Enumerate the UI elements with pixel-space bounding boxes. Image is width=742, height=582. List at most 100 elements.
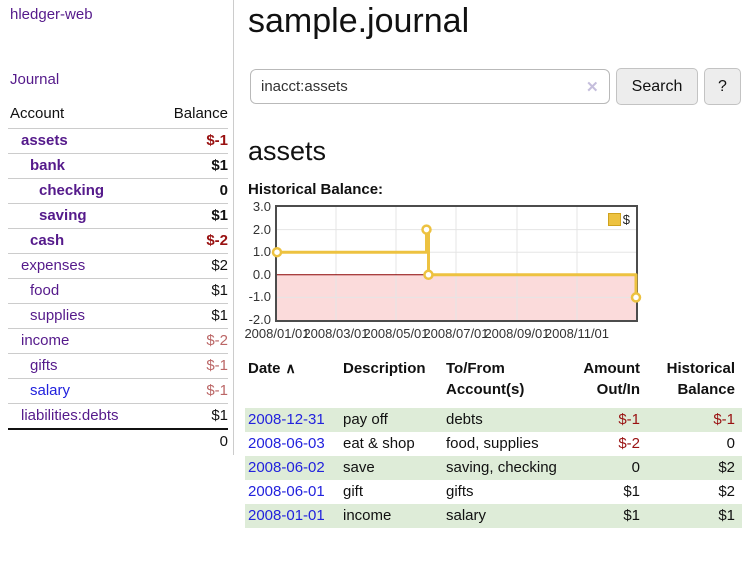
account-link[interactable]: checking xyxy=(39,182,105,199)
search-button[interactable]: Search xyxy=(616,68,698,105)
register-header-accounts: To/From Account(s) xyxy=(446,360,525,398)
x-axis-tick: 2008/05/01 xyxy=(363,326,429,341)
account-link[interactable]: bank xyxy=(30,157,66,174)
account-balance: $1 xyxy=(153,203,228,229)
account-balance: $1 xyxy=(153,153,228,179)
account-balance: $1 xyxy=(153,303,228,329)
register-description: save xyxy=(343,459,375,476)
register-header-date[interactable]: Date ∧ xyxy=(248,360,296,377)
account-row: cash $-2 xyxy=(8,228,228,254)
register-row[interactable]: 2008-01-01 income salary $1 $1 xyxy=(245,504,742,528)
account-link[interactable]: saving xyxy=(39,207,87,224)
register-accounts: gifts xyxy=(446,483,474,500)
register-date-link[interactable]: 2008-06-03 xyxy=(248,435,325,452)
x-axis-tick: 2008/03/01 xyxy=(303,326,369,341)
account-link[interactable]: income xyxy=(21,332,70,349)
register-date-link[interactable]: 2008-06-01 xyxy=(248,483,325,500)
search-input[interactable] xyxy=(250,69,610,104)
help-button[interactable]: ? xyxy=(704,68,741,105)
register-balance: $2 xyxy=(718,483,735,500)
register-amount: $-2 xyxy=(618,435,640,452)
account-row: bank $1 xyxy=(8,153,228,179)
account-link[interactable]: expenses xyxy=(21,257,86,274)
register-amount: $1 xyxy=(623,483,640,500)
register-description: pay off xyxy=(343,411,388,428)
account-title: assets xyxy=(248,136,327,166)
sidebar-item-journal[interactable]: Journal xyxy=(10,71,60,88)
register-amount: $1 xyxy=(623,507,640,524)
register-header-amount: Amount Out/In xyxy=(583,360,640,398)
account-balance: $1 xyxy=(153,403,228,429)
register-date-link[interactable]: 2008-06-02 xyxy=(248,459,325,476)
y-axis-tick: 0.0 xyxy=(252,266,271,282)
account-row: supplies $1 xyxy=(8,303,228,329)
register-accounts: debts xyxy=(446,411,483,428)
account-row: checking 0 xyxy=(8,178,228,204)
register-row[interactable]: 2008-06-02 save saving, checking 0 $2 xyxy=(245,456,742,480)
x-axis-tick: 2008/01/01 xyxy=(244,326,310,341)
clear-search-icon[interactable]: ✕ xyxy=(586,79,599,96)
account-balance: $-1 xyxy=(153,353,228,379)
account-balance: $1 xyxy=(153,278,228,304)
y-axis-tick: 3.0 xyxy=(252,199,271,214)
accounts-total-row: 0 xyxy=(8,428,228,454)
legend-swatch-icon xyxy=(607,213,621,226)
register-header-balance: Historical Balance xyxy=(666,360,735,398)
register-row[interactable]: 2008-06-03 eat & shop food, supplies $-2 0 xyxy=(245,432,742,456)
register-balance: $-1 xyxy=(713,411,735,428)
account-link[interactable]: gifts xyxy=(30,357,58,374)
register-header-row: Date ∧ Description To/From Account(s) Amo… xyxy=(245,358,742,408)
register-description: income xyxy=(343,507,392,524)
sidebar-divider xyxy=(233,0,234,455)
account-row: gifts $-1 xyxy=(8,353,228,379)
register-header-description: Description xyxy=(343,360,426,377)
accounts-header-account: Account xyxy=(10,105,65,122)
accounts-header-row: Account Balance xyxy=(8,103,228,129)
register-balance: $2 xyxy=(718,459,735,476)
account-row: expenses $2 xyxy=(8,253,228,279)
register-accounts: saving, checking xyxy=(446,459,557,476)
account-balance: $-2 xyxy=(153,328,228,354)
account-balance: 0 xyxy=(153,178,228,204)
account-row: salary $-1 xyxy=(8,378,228,404)
account-row: income $-2 xyxy=(8,328,228,354)
register-description: eat & shop xyxy=(343,435,415,452)
register-date-link[interactable]: 2008-01-01 xyxy=(248,507,325,524)
app-brand-link[interactable]: hledger-web xyxy=(10,6,93,23)
chart-plot-area: $ xyxy=(271,205,642,322)
accounts-total-balance: 0 xyxy=(153,428,228,454)
register-row[interactable]: 2008-12-31 pay off debts $-1 $-1 xyxy=(245,408,742,432)
register-row[interactable]: 2008-06-01 gift gifts $1 $2 xyxy=(245,480,742,504)
register-accounts: salary xyxy=(446,507,487,524)
account-balance: $-1 xyxy=(153,378,228,404)
register-balance: 0 xyxy=(726,435,735,452)
account-link[interactable]: supplies xyxy=(30,307,86,324)
account-row: liabilities:debts $1 xyxy=(8,403,228,429)
sort-ascending-icon: ∧ xyxy=(285,360,296,376)
page-title: sample.journal xyxy=(248,2,470,40)
account-row: assets $-1 xyxy=(8,128,228,154)
register-date-link[interactable]: 2008-12-31 xyxy=(248,411,325,428)
account-link[interactable]: cash xyxy=(30,232,65,249)
chart-title: Historical Balance: xyxy=(248,181,384,198)
register-amount: 0 xyxy=(631,459,640,476)
account-balance: $2 xyxy=(153,253,228,279)
y-axis-tick: 1.0 xyxy=(252,244,271,260)
account-link[interactable]: food xyxy=(30,282,60,299)
account-row: food $1 xyxy=(8,278,228,304)
account-link[interactable]: salary xyxy=(30,382,71,399)
account-link[interactable]: liabilities:debts xyxy=(21,407,119,424)
account-link[interactable]: assets xyxy=(21,132,68,149)
register-amount: $-1 xyxy=(618,411,640,428)
y-axis-tick: -1.0 xyxy=(248,289,271,305)
x-axis-tick: 2008/07/01 xyxy=(423,326,489,341)
accounts-table: Account Balance assets $-1 bank $1 checking 0… xyxy=(8,103,228,454)
x-axis-tick: 2008/11/01 xyxy=(544,326,610,341)
historical-balance-chart: $ 3.0 2.0 1.0 0.0 -1.0 -2.0 2008/01/01 2008/03/… xyxy=(243,199,683,350)
x-axis-tick: 2008/09/01 xyxy=(484,326,550,341)
account-balance: $-2 xyxy=(153,228,228,254)
register-accounts: food, supplies xyxy=(446,435,539,452)
accounts-header-balance: Balance xyxy=(173,105,228,122)
account-row: saving $1 xyxy=(8,203,228,229)
register-balance: $1 xyxy=(718,507,735,524)
